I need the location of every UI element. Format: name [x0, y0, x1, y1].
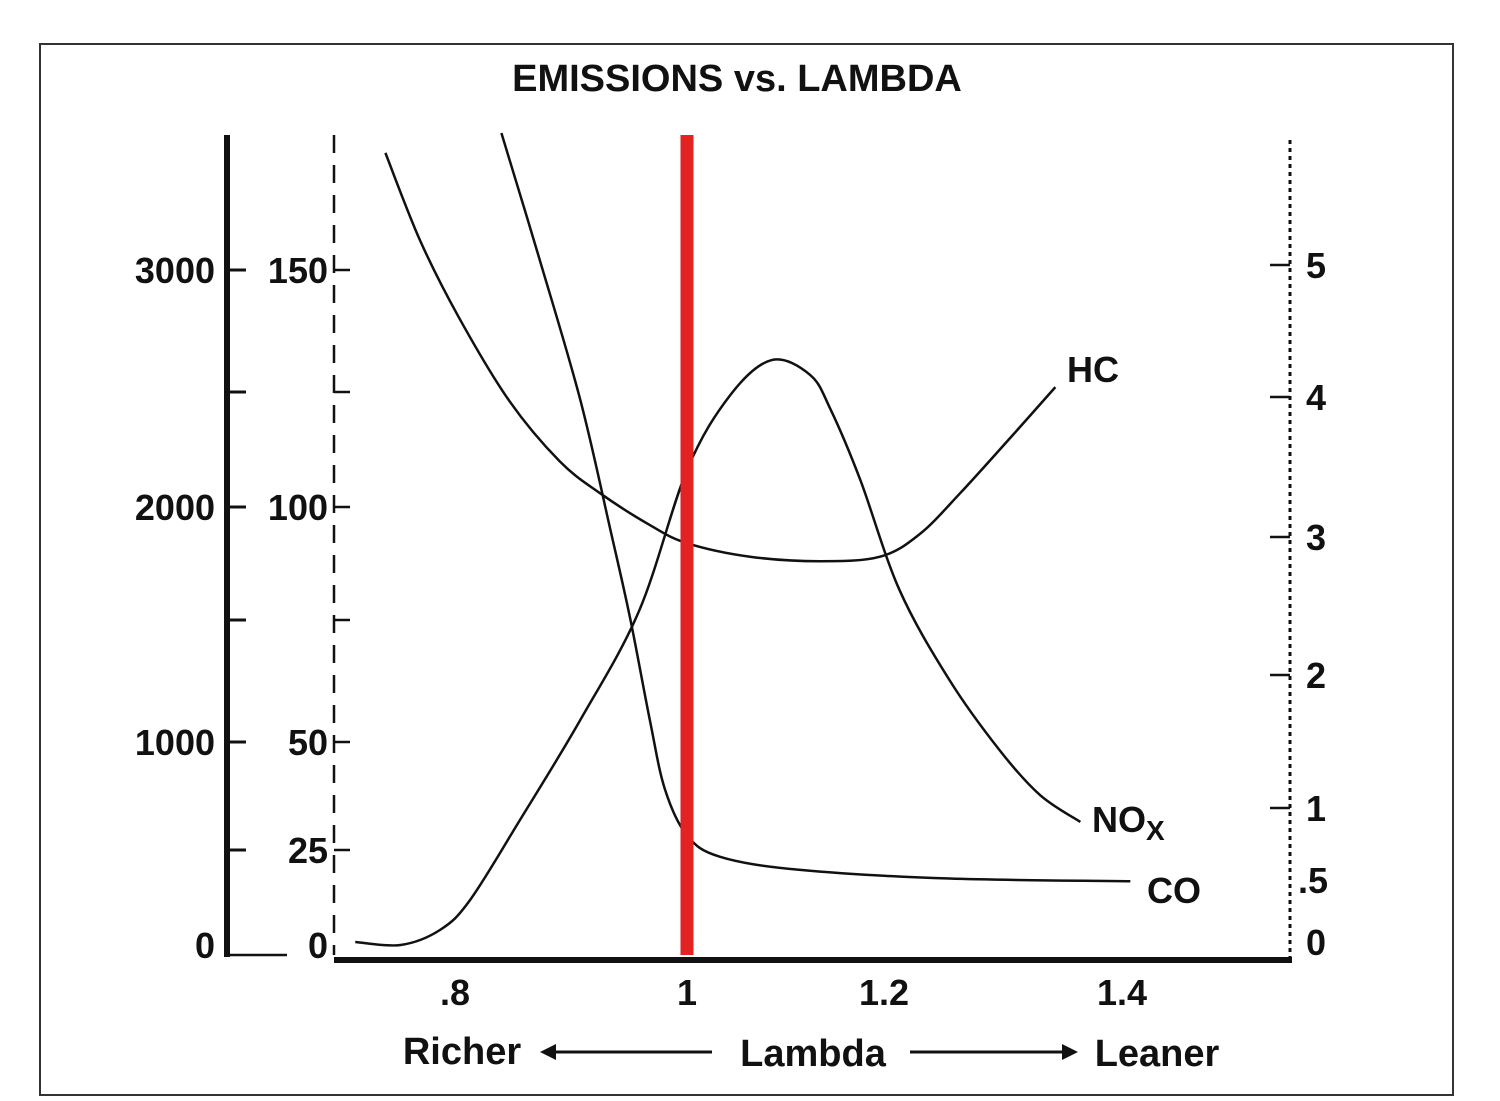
- chart-title: EMISSIONS vs. LAMBDA: [512, 58, 962, 100]
- series-label-hc: HC: [1067, 349, 1119, 390]
- right-tick-label: 4: [1306, 377, 1326, 418]
- left-outer-tick-label: 1000: [135, 722, 215, 763]
- left-inner-tick-label: 100: [268, 487, 328, 528]
- left-outer-tick-label: 3000: [135, 250, 215, 291]
- left-outer-tick-label: 0: [195, 925, 215, 966]
- series-label-co: CO: [1147, 870, 1201, 911]
- left-inner-tick-label: 150: [268, 250, 328, 291]
- x-axis-label-leaner: Leaner: [1095, 1033, 1220, 1075]
- arrow-left-icon: [540, 1044, 712, 1060]
- x-tick-label: 1.4: [1097, 972, 1147, 1013]
- x-axis-label-richer: Richer: [403, 1031, 521, 1073]
- x-tick-label: 1.2: [859, 972, 909, 1013]
- right-tick-label: 1: [1306, 788, 1326, 829]
- arrow-right-icon: [910, 1044, 1078, 1060]
- left-inner-tick-label: 25: [288, 830, 328, 871]
- left-inner-tick-label: 0: [308, 925, 328, 966]
- curves: [355, 132, 1131, 947]
- axis-ticks: 0 1000 2000 3000 0 25 50 100 150 0 .5 1 2 3 4 5 .8 1 1.2 1.…: [135, 245, 1328, 1013]
- x-tick-label: 1: [677, 972, 697, 1013]
- nox-label-main: NO: [1092, 799, 1146, 840]
- left-outer-tick-label: 2000: [135, 487, 215, 528]
- series-line-hc: [384, 152, 1057, 563]
- left-inner-tick-label: 50: [288, 722, 328, 763]
- nox-label-sub: X: [1146, 815, 1165, 846]
- chart-border: [39, 43, 1454, 1096]
- series-line-co: [500, 132, 1131, 883]
- series-label-nox: NOX: [1092, 799, 1165, 846]
- x-tick-label: .8: [440, 972, 470, 1013]
- right-tick-label: 3: [1306, 517, 1326, 558]
- right-tick-label: .5: [1298, 860, 1328, 901]
- series-line-nox: [355, 358, 1082, 947]
- right-tick-label: 0: [1306, 922, 1326, 963]
- right-tick-label: 5: [1306, 245, 1326, 286]
- right-tick-label: 2: [1306, 655, 1326, 696]
- x-axis-label: Lambda: [740, 1033, 887, 1075]
